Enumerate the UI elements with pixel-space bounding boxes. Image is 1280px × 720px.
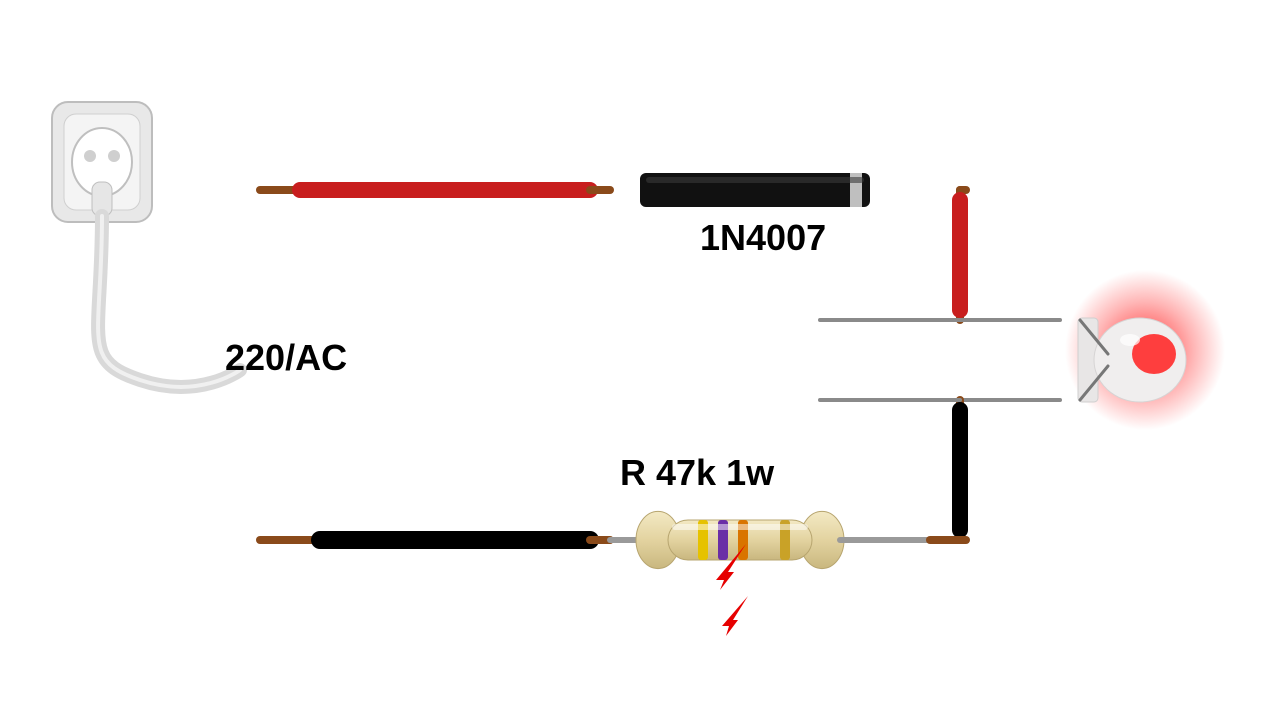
diode-1n4007 xyxy=(640,173,870,207)
label-resistor: R 47k 1w xyxy=(620,452,775,493)
label-source: 220/AC xyxy=(225,337,347,378)
resistor-47k-1w xyxy=(636,511,844,568)
label-diode: 1N4007 xyxy=(700,217,826,258)
